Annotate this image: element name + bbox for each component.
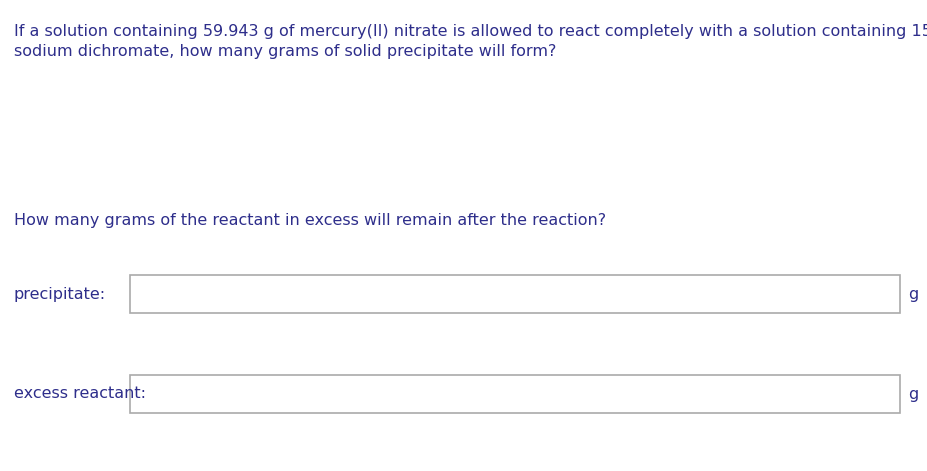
Text: precipitate:: precipitate: xyxy=(14,286,106,301)
Text: g: g xyxy=(907,387,917,401)
Text: g: g xyxy=(907,286,917,301)
Text: How many grams of the reactant in excess will remain after the reaction?: How many grams of the reactant in excess… xyxy=(14,213,605,228)
Text: sodium dichromate, how many grams of solid precipitate will form?: sodium dichromate, how many grams of sol… xyxy=(14,44,556,59)
Text: If a solution containing 59.943 g of mercury(II) nitrate is allowed to react com: If a solution containing 59.943 g of mer… xyxy=(14,24,927,39)
Bar xyxy=(130,375,899,413)
Bar xyxy=(130,275,899,313)
Text: excess reactant:: excess reactant: xyxy=(14,387,146,401)
